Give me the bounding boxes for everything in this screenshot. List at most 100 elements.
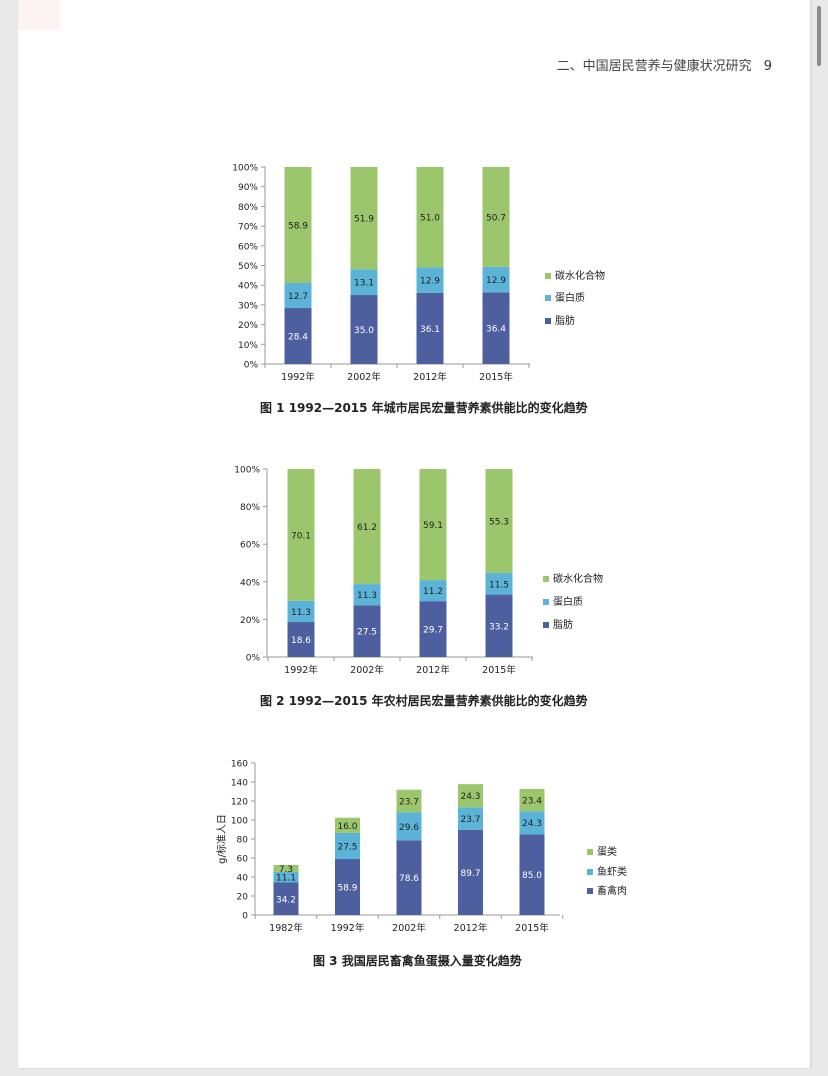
bar-segment <box>519 834 545 915</box>
data-label: 50.7 <box>486 213 506 223</box>
bar-segment <box>396 812 422 841</box>
legend-swatch <box>587 888 593 894</box>
legend-label: 鱼虾类 <box>597 865 627 878</box>
data-label: 36.1 <box>420 325 440 335</box>
data-label: 13.1 <box>354 279 374 289</box>
bar-segment <box>419 469 447 581</box>
y-tick-label: 40 <box>237 874 249 884</box>
data-label: 89.7 <box>460 869 480 879</box>
data-label: 29.6 <box>399 823 419 833</box>
x-tick-label: 2002年 <box>392 922 426 934</box>
bar-segment <box>458 784 483 808</box>
y-axis-title: g/标准人日 <box>216 814 228 864</box>
y-tick-label: 40% <box>240 578 260 588</box>
x-tick-label: 1992年 <box>331 922 365 934</box>
data-label: 70.1 <box>291 531 311 541</box>
data-label: 24.3 <box>460 792 480 802</box>
y-tick-label: 100% <box>232 164 258 174</box>
bar-segment <box>482 292 510 364</box>
bar-segment <box>353 469 381 585</box>
y-tick-label: 140 <box>231 779 248 789</box>
x-tick-label: 2002年 <box>350 664 384 676</box>
bar-segment <box>287 469 315 601</box>
data-label: 51.9 <box>354 215 374 225</box>
legend-label: 蛋白质 <box>553 595 583 608</box>
y-tick-label: 40% <box>238 282 258 292</box>
bar-segment <box>350 295 378 364</box>
data-label: 12.9 <box>420 277 440 287</box>
bar-segment <box>287 600 315 623</box>
data-label: 51.0 <box>420 214 440 224</box>
legend-label: 碳水化合物 <box>553 572 603 585</box>
scrollbar[interactable] <box>817 6 821 66</box>
y-tick-label: 60% <box>238 242 258 252</box>
x-tick-label: 2012年 <box>454 922 488 934</box>
bar-segment <box>416 267 444 293</box>
data-label: 27.5 <box>337 842 357 852</box>
y-tick-label: 50% <box>238 262 258 272</box>
y-tick-label: 160 <box>231 760 248 770</box>
y-tick-label: 80% <box>238 203 258 213</box>
legend-swatch <box>545 318 551 324</box>
y-tick-label: 60 <box>237 855 249 865</box>
data-label: 11.1 <box>276 874 296 884</box>
y-tick-label: 10% <box>238 341 258 351</box>
bar-segment <box>335 832 360 860</box>
bar-segment <box>335 817 360 833</box>
data-label: 58.9 <box>288 222 308 232</box>
y-tick-label: 100 <box>231 817 248 827</box>
bar-segment <box>458 807 483 830</box>
bar-segment <box>482 167 510 267</box>
bar-segment <box>273 865 299 872</box>
data-label: 33.2 <box>489 622 509 632</box>
data-label: 11.5 <box>489 580 509 590</box>
legend-label: 畜禽肉 <box>597 884 627 897</box>
y-tick-label: 100% <box>234 466 260 476</box>
x-tick-label: 1992年 <box>284 664 318 676</box>
bar-segment <box>519 811 545 835</box>
data-label: 36.4 <box>486 325 506 335</box>
figure-1-caption: 图 1 1992—2015 年城市居民宏量营养素供能比的变化趋势 <box>260 401 588 415</box>
data-label: 12.9 <box>486 276 506 286</box>
bar-segment <box>353 605 381 657</box>
x-tick-label: 2012年 <box>413 371 447 383</box>
data-label: 78.6 <box>399 874 419 884</box>
legend-swatch <box>543 599 549 605</box>
page-number: 9 <box>763 59 772 74</box>
bar-segment <box>485 469 513 573</box>
y-tick-label: 0 <box>242 912 248 922</box>
y-tick-label: 120 <box>231 798 248 808</box>
legend-label: 蛋白质 <box>555 291 585 304</box>
bar-segment <box>416 167 444 268</box>
legend-swatch <box>587 849 593 855</box>
legend-swatch <box>545 273 551 279</box>
y-tick-label: 0% <box>244 361 259 371</box>
bar-segment <box>287 622 315 657</box>
data-label: 16.0 <box>337 822 357 832</box>
bar-segment <box>335 859 360 915</box>
data-label: 85.0 <box>522 871 542 881</box>
figure-3-caption: 图 3 我国居民畜禽鱼蛋摄入量变化趋势 <box>313 954 522 968</box>
bar-segment <box>485 572 513 595</box>
bar-segment <box>350 269 378 296</box>
bar-segment <box>419 580 447 602</box>
legend-label: 蛋类 <box>597 845 617 858</box>
x-tick-label: 2015年 <box>482 664 516 676</box>
bar-segment <box>284 283 312 309</box>
data-label: 11.2 <box>423 587 443 597</box>
data-label: 23.7 <box>460 815 480 825</box>
legend-label: 碳水化合物 <box>555 269 605 282</box>
bar-segment <box>482 266 510 293</box>
bar-segment <box>273 871 299 883</box>
bar-segment <box>396 840 422 915</box>
data-label: 59.1 <box>423 521 443 531</box>
bar-segment <box>350 167 378 270</box>
data-label: 61.2 <box>357 523 377 533</box>
data-label: 28.4 <box>288 333 308 343</box>
data-label: 12.7 <box>288 292 308 302</box>
legend-swatch <box>587 869 593 875</box>
legend-label: 脂肪 <box>555 314 575 327</box>
x-tick-label: 2015年 <box>515 922 549 934</box>
